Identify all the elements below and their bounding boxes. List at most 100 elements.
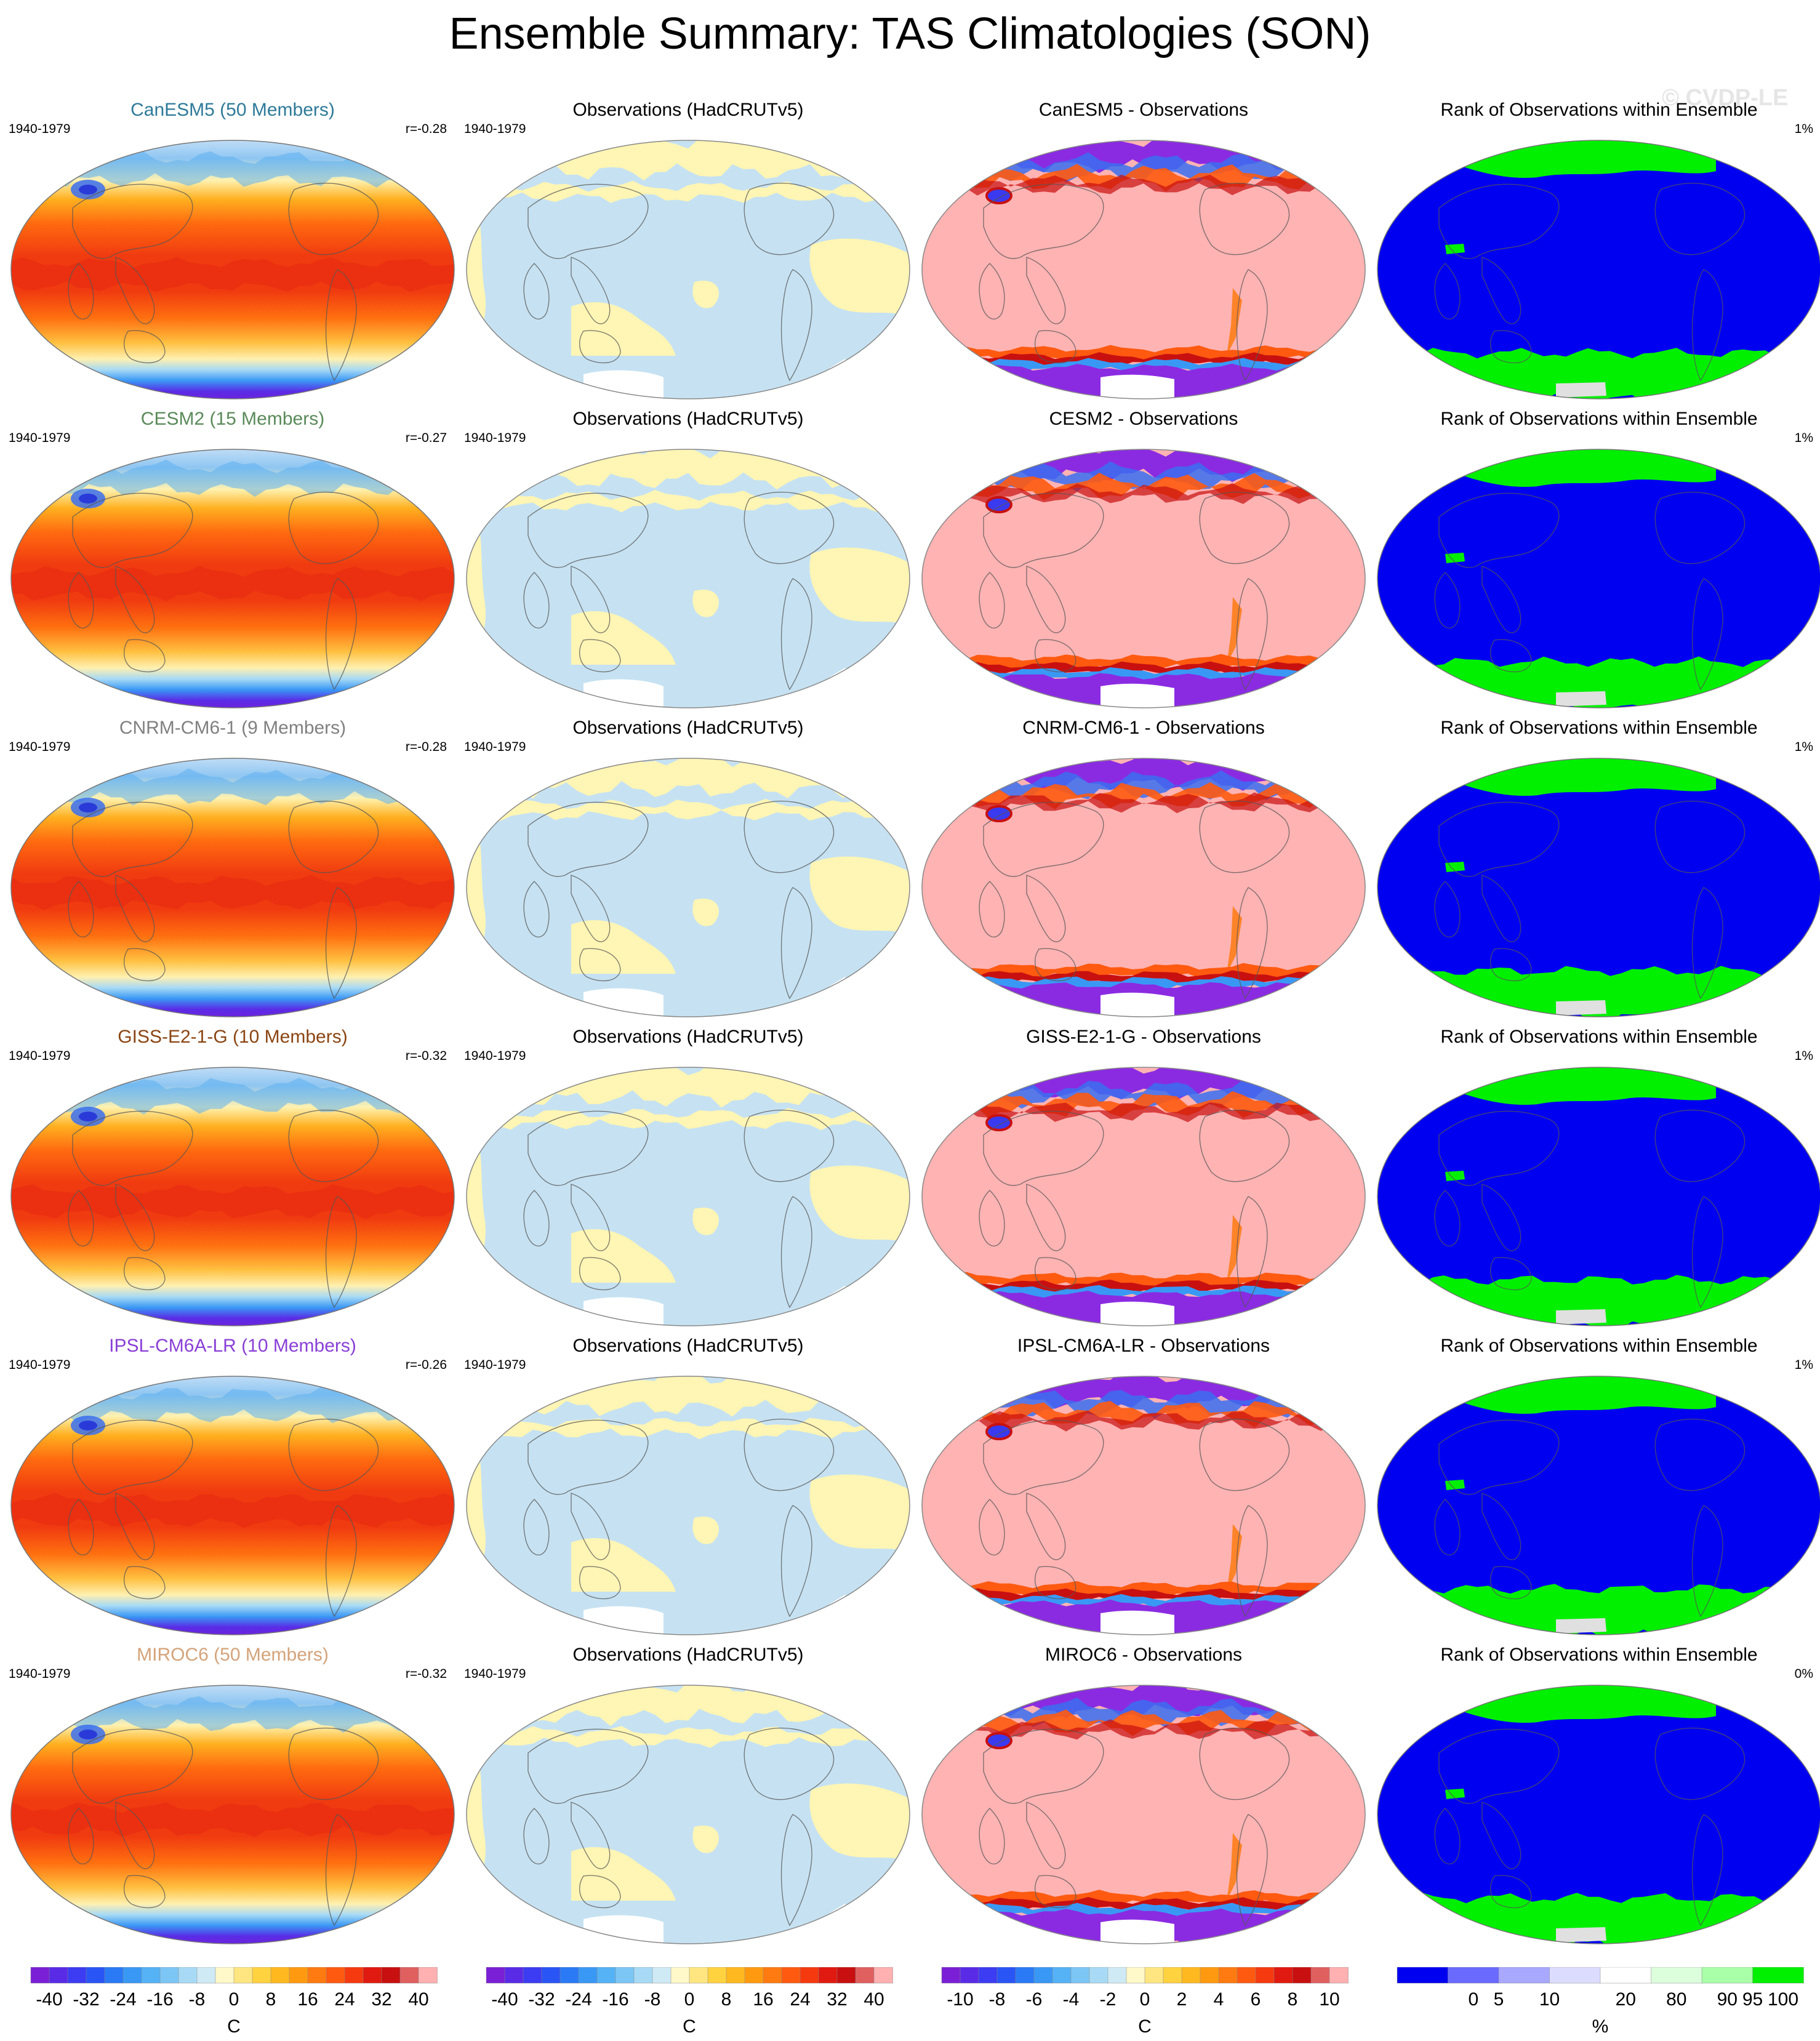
rank-map [1377,1376,1820,1635]
rank-panel-title: Rank of Observations within Ensemble [1440,1645,1758,1665]
colorbar-swatch [307,1967,327,1984]
period-label: 1940-1979 [464,122,526,136]
panel-obs: Observations (HadCRUTv5) 1940-1979 [460,718,916,1025]
colorbar-swatch [1549,1967,1601,1984]
colorbar-swatch [1237,1967,1256,1984]
panel-bias: IPSL-CM6A-LR - Observations [916,1336,1371,1643]
colorbar-tick-label: 32 [827,1989,847,2010]
bias-map [921,1376,1366,1635]
colorbar-swatch [1052,1967,1072,1984]
colorbar-unit-label: C [683,2016,696,2037]
colorbar-swatch [1310,1967,1330,1984]
panel-rank: Rank of Observations within Ensemble 1% [1371,1027,1820,1334]
colorbar-tick-label: -10 [947,1989,973,2010]
colorbar-swatch [941,1967,961,1984]
obs-map [466,1376,910,1635]
colorbar-tick-label: 8 [1288,1989,1298,2010]
colorbar-swatch [178,1967,198,1984]
colorbar: -40 -32 -24 -16 -8 0 8 16 24 32 40 C [25,1967,480,2037]
colorbar-tick-label: -40 [491,1989,518,2010]
obs-map [466,758,910,1017]
colorbar-swatch [381,1967,401,1984]
colorbar: -10 -8 -6 -4 -2 0 2 4 6 8 10 C [936,1967,1391,2037]
model-map [10,1376,455,1635]
obs-panel-title: Observations (HadCRUTv5) [572,718,804,738]
colorbar-tick-label: 24 [334,1989,355,2010]
colorbar-swatch [763,1967,782,1984]
panel-obs: Observations (HadCRUTv5) 1940-1979 [460,1027,916,1334]
period-label: 1940-1979 [9,431,71,445]
colorbar-unit-label: % [1592,2016,1609,2037]
colorbar-tick-label: 0 [684,1989,695,2010]
rank-percent-label: 1% [1794,1049,1813,1063]
panel-model: MIROC6 (50 Members) 1940-1979 r=-0.32 [5,1645,460,1952]
panel-obs: Observations (HadCRUTv5) 1940-1979 [460,100,916,407]
model-panel-title: GISS-E2-1-G (10 Members) [118,1027,348,1047]
colorbar-tick-label: 0 [229,1989,239,2010]
panel-rank: Rank of Observations within Ensemble 0% [1371,1645,1820,1952]
colorbar-swatch [1397,1967,1449,1984]
colorbar-swatch [504,1967,524,1984]
colorbar-tick-label: -32 [528,1989,555,2010]
colorbar-tick-label: -8 [989,1989,1006,2010]
colorbar-tick-label: -16 [602,1989,628,2010]
model-panel-title: CESM2 (15 Members) [140,409,325,429]
colorbar-swatch [141,1967,161,1984]
colorbar-swatch [104,1967,124,1984]
colorbar-tick-label: -24 [565,1989,591,2010]
panel-bias: CanESM5 - Observations [916,100,1371,407]
colorbar-swatch [1255,1967,1275,1984]
colorbar-swatch [1200,1967,1219,1984]
period-label: 1940-1979 [464,1667,526,1681]
period-label: 1940-1979 [464,1049,526,1063]
colorbar-swatch [1070,1967,1090,1984]
colorbar-swatch [30,1967,50,1984]
colorbar-swatch [1600,1967,1652,1984]
colorbar-svg: -10 -8 -6 -4 -2 0 2 4 6 8 10 [941,1967,1349,2010]
colorbar-unit-label: C [227,2016,241,2037]
rank-map [1377,1685,1820,1944]
bias-map [921,1685,1366,1944]
rank-panel-title: Rank of Observations within Ensemble [1440,1336,1758,1356]
colorbar-tick-label: 8 [266,1989,276,2010]
model-map [10,449,455,708]
colorbar-swatch [633,1967,653,1984]
colorbar-tick-label: 32 [371,1989,391,2010]
obs-panel-title: Observations (HadCRUTv5) [572,1336,804,1356]
rank-map [1377,449,1820,708]
colorbar-tick-label: -24 [110,1989,136,2010]
period-label: 1940-1979 [9,1049,71,1063]
obs-panel-title: Observations (HadCRUTv5) [572,1645,804,1665]
panel-rank: Rank of Observations within Ensemble 1% [1371,718,1820,1025]
colorbar-swatch [1498,1967,1550,1984]
period-label: 1940-1979 [464,1358,526,1372]
colorbar-swatch [800,1967,819,1984]
colorbar-swatch [781,1967,801,1984]
colorbar-swatch [855,1967,875,1984]
colorbar-tick-label: -6 [1026,1989,1043,2010]
panel-model: GISS-E2-1-G (10 Members) 1940-1979 r=-0.32 [5,1027,460,1334]
panel-rank: Rank of Observations within Ensemble 1% [1371,1336,1820,1643]
rank-panel-title: Rank of Observations within Ensemble [1440,718,1758,738]
colorbar-tick-label: 16 [753,1989,773,2010]
colorbar-swatch [49,1967,68,1984]
colorbar-tick-label: -32 [73,1989,99,2010]
period-label: 1940-1979 [9,1667,71,1681]
colorbar-swatch [836,1967,856,1984]
colorbar-swatch [1144,1967,1164,1984]
colorbar-swatch [873,1967,893,1984]
colorbar-swatch [1218,1967,1238,1984]
model-map [10,758,455,1017]
colorbar-swatch [1181,1967,1201,1984]
colorbar-tick-label: 100 [1768,1989,1798,2010]
colorbar-swatch [726,1967,745,1984]
colorbar-swatch [1292,1967,1312,1984]
colorbar-swatch [559,1967,579,1984]
model-map [10,1067,455,1326]
rank-percent-label: 1% [1794,740,1813,754]
panel-obs: Observations (HadCRUTv5) 1940-1979 [460,1336,916,1643]
correlation-label: r=-0.28 [405,740,447,754]
obs-map [466,1685,910,1944]
colorbar-tick-label: 16 [297,1989,318,2010]
colorbar-tick-label: -8 [189,1989,206,2010]
